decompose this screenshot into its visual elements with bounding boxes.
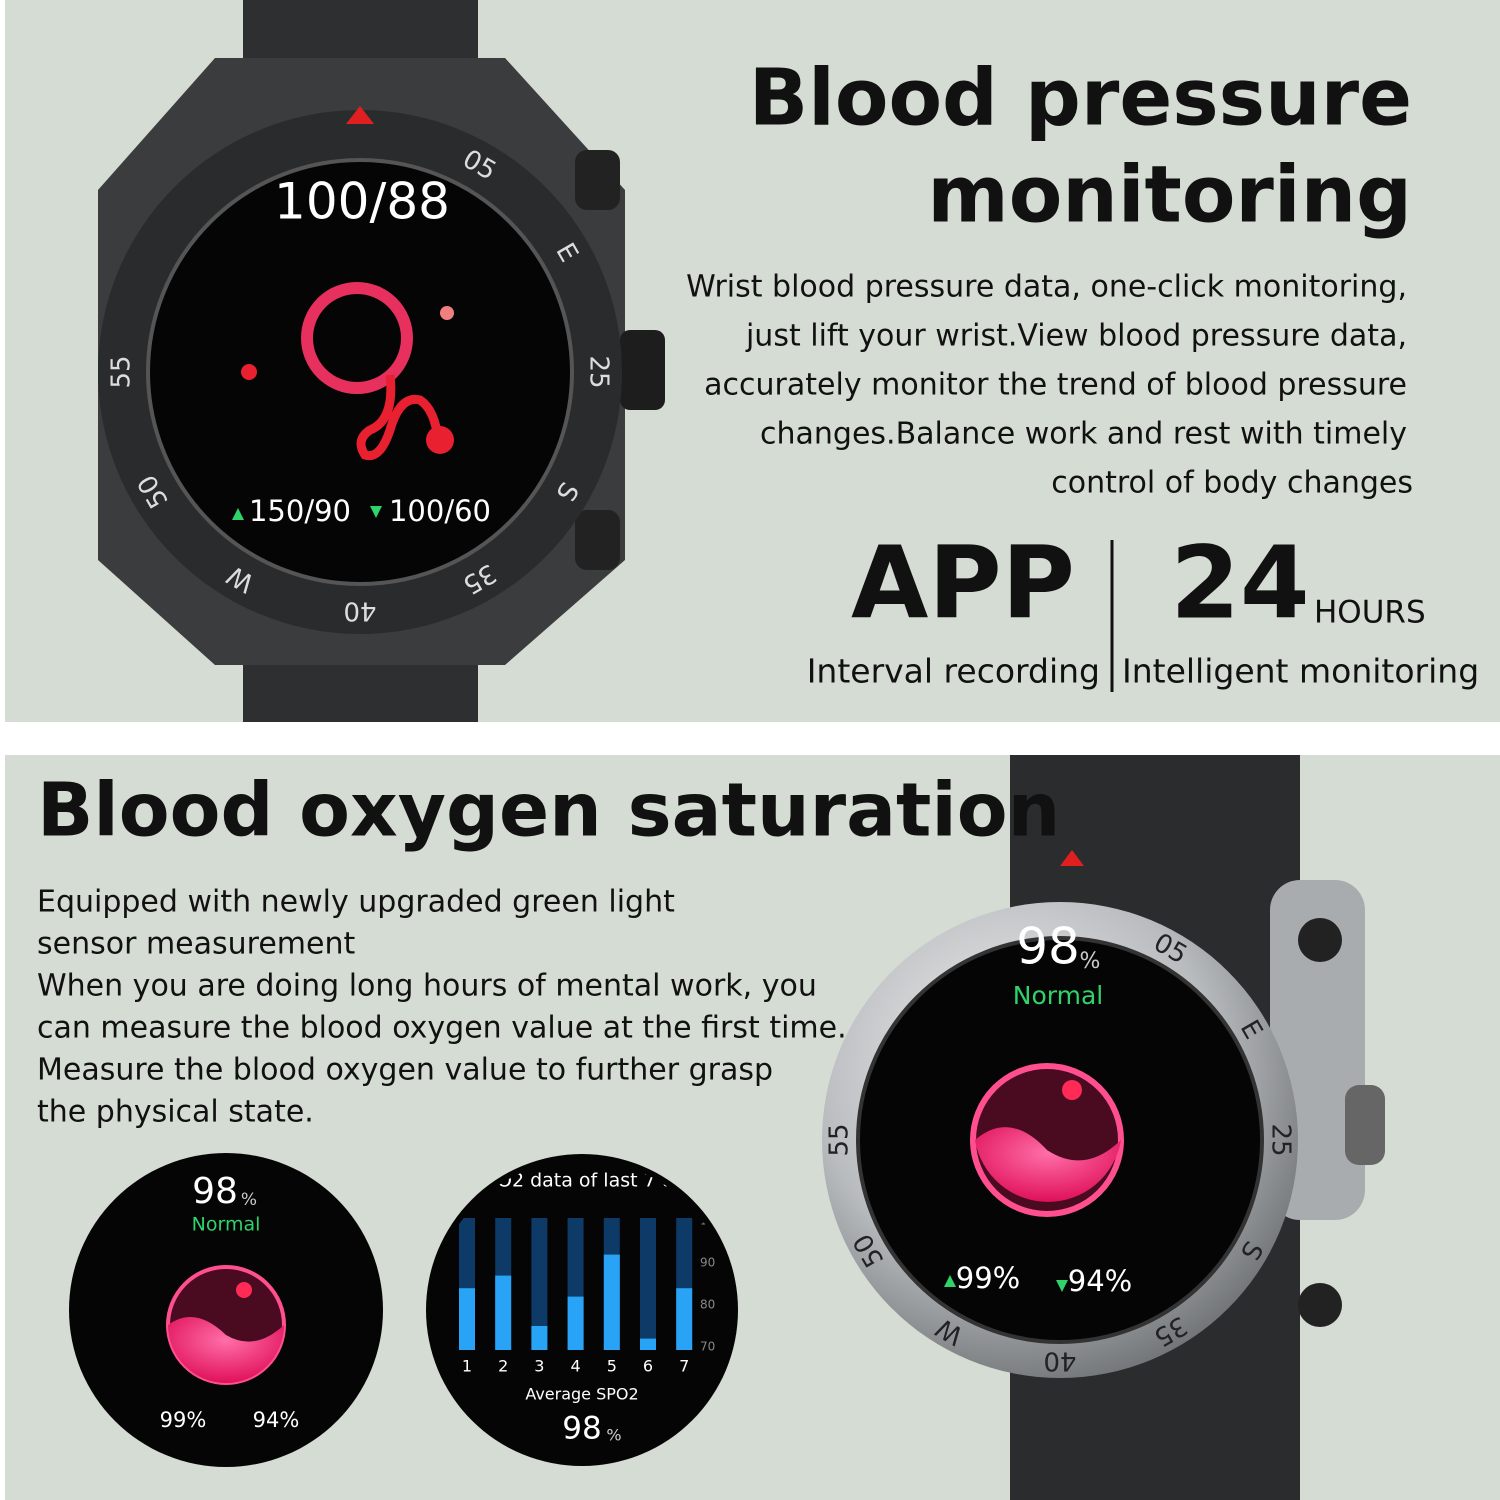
bar-track bbox=[640, 1218, 656, 1350]
stat-caption: Intelligent monitoring bbox=[1122, 652, 1479, 691]
down-arrow bbox=[370, 506, 382, 518]
up-arrow bbox=[944, 1275, 956, 1287]
low-value: 94% bbox=[1068, 1264, 1132, 1298]
marker bbox=[1060, 850, 1084, 866]
button bbox=[1298, 1283, 1342, 1327]
chart-title: O2 data of last 7 tim bbox=[497, 1170, 693, 1192]
stat-value: 24 bbox=[1170, 524, 1309, 641]
description: changes.Balance work and rest with timel… bbox=[760, 417, 1407, 452]
bezel-label: 25 bbox=[1266, 1123, 1296, 1156]
bar bbox=[640, 1338, 656, 1350]
bar bbox=[531, 1326, 548, 1350]
unit: % bbox=[606, 1426, 621, 1445]
value: 98 bbox=[192, 1171, 238, 1212]
bp-icon bbox=[426, 426, 454, 454]
title: Blood oxygen saturation bbox=[37, 768, 1060, 854]
x-tick-label: 5 bbox=[607, 1357, 617, 1376]
title: monitoring bbox=[927, 150, 1412, 240]
drop-icon bbox=[168, 1317, 284, 1383]
description: just lift your wrist.View blood pressure… bbox=[745, 319, 1407, 354]
dot bbox=[236, 1282, 252, 1298]
description: the physical state. bbox=[37, 1095, 314, 1130]
bezel-label: 55 bbox=[107, 355, 137, 388]
marker bbox=[346, 106, 374, 124]
button bbox=[1298, 918, 1342, 962]
y-tick-label: 90 bbox=[700, 1256, 715, 1270]
status: Normal bbox=[1013, 981, 1103, 1010]
stat-value: APP bbox=[851, 524, 1075, 641]
button bbox=[575, 510, 620, 570]
bezel-label: 40 bbox=[343, 596, 376, 626]
description: can measure the blood oxygen value at th… bbox=[37, 1011, 847, 1046]
bar-track bbox=[531, 1218, 548, 1350]
x-tick-label: 7 bbox=[679, 1357, 689, 1376]
crown bbox=[620, 330, 665, 410]
y-tick-label: 80 bbox=[700, 1298, 715, 1312]
bar bbox=[495, 1275, 512, 1350]
bar bbox=[676, 1288, 693, 1350]
status: Normal bbox=[192, 1214, 261, 1236]
dot bbox=[440, 306, 454, 320]
x-tick-label: 2 bbox=[498, 1357, 508, 1376]
bar bbox=[603, 1254, 620, 1350]
low-value: 94% bbox=[253, 1408, 300, 1432]
x-tick-label: 6 bbox=[643, 1357, 653, 1376]
bezel-label: 25 bbox=[584, 355, 614, 388]
x-tick-label: 4 bbox=[571, 1357, 581, 1376]
screen bbox=[146, 158, 574, 586]
bar bbox=[459, 1288, 475, 1350]
description: Equipped with newly upgraded green light bbox=[37, 885, 675, 920]
bp-icon bbox=[356, 374, 443, 461]
bezel-label: 40 bbox=[1043, 1346, 1076, 1376]
high-value: 150/90 bbox=[249, 494, 351, 528]
description: Measure the blood oxygen value to furthe… bbox=[37, 1053, 773, 1088]
x-tick-label: 1 bbox=[462, 1357, 472, 1376]
average: 98 bbox=[562, 1411, 601, 1447]
unit: % bbox=[1080, 949, 1101, 974]
title: Blood pressure bbox=[749, 53, 1412, 143]
description: accurately monitor the trend of blood pr… bbox=[704, 368, 1407, 403]
y-tick-label: 70 bbox=[700, 1340, 715, 1354]
up-arrow bbox=[232, 508, 244, 520]
stat-caption: Interval recording bbox=[807, 652, 1100, 691]
description: When you are doing long hours of mental … bbox=[37, 969, 817, 1004]
button bbox=[575, 150, 620, 210]
crown bbox=[1345, 1085, 1385, 1165]
value: 98 bbox=[1016, 918, 1080, 976]
description: sensor measurement bbox=[37, 927, 355, 962]
bp-icon bbox=[301, 282, 413, 394]
reading: 100/88 bbox=[274, 173, 450, 231]
high-value: 99% bbox=[956, 1261, 1020, 1295]
description: control of body changes bbox=[1051, 466, 1413, 501]
drop-icon bbox=[975, 1127, 1121, 1202]
description: Wrist blood pressure data, one-click mon… bbox=[686, 270, 1407, 305]
x-tick-label: 3 bbox=[534, 1357, 544, 1376]
dot bbox=[241, 364, 257, 380]
bezel-label: 55 bbox=[825, 1123, 855, 1156]
bar bbox=[567, 1296, 584, 1350]
chart: O2 data of last 7 tim708090101234567Aver… bbox=[459, 1170, 715, 1447]
dot bbox=[1062, 1080, 1082, 1100]
low-value: 100/60 bbox=[389, 494, 491, 528]
unit: % bbox=[241, 1190, 257, 1210]
down-arrow bbox=[1056, 1280, 1068, 1292]
stat-unit: HOURS bbox=[1314, 595, 1426, 631]
chart-footer: Average SPO2 bbox=[525, 1385, 638, 1404]
high-value: 99% bbox=[160, 1408, 207, 1432]
